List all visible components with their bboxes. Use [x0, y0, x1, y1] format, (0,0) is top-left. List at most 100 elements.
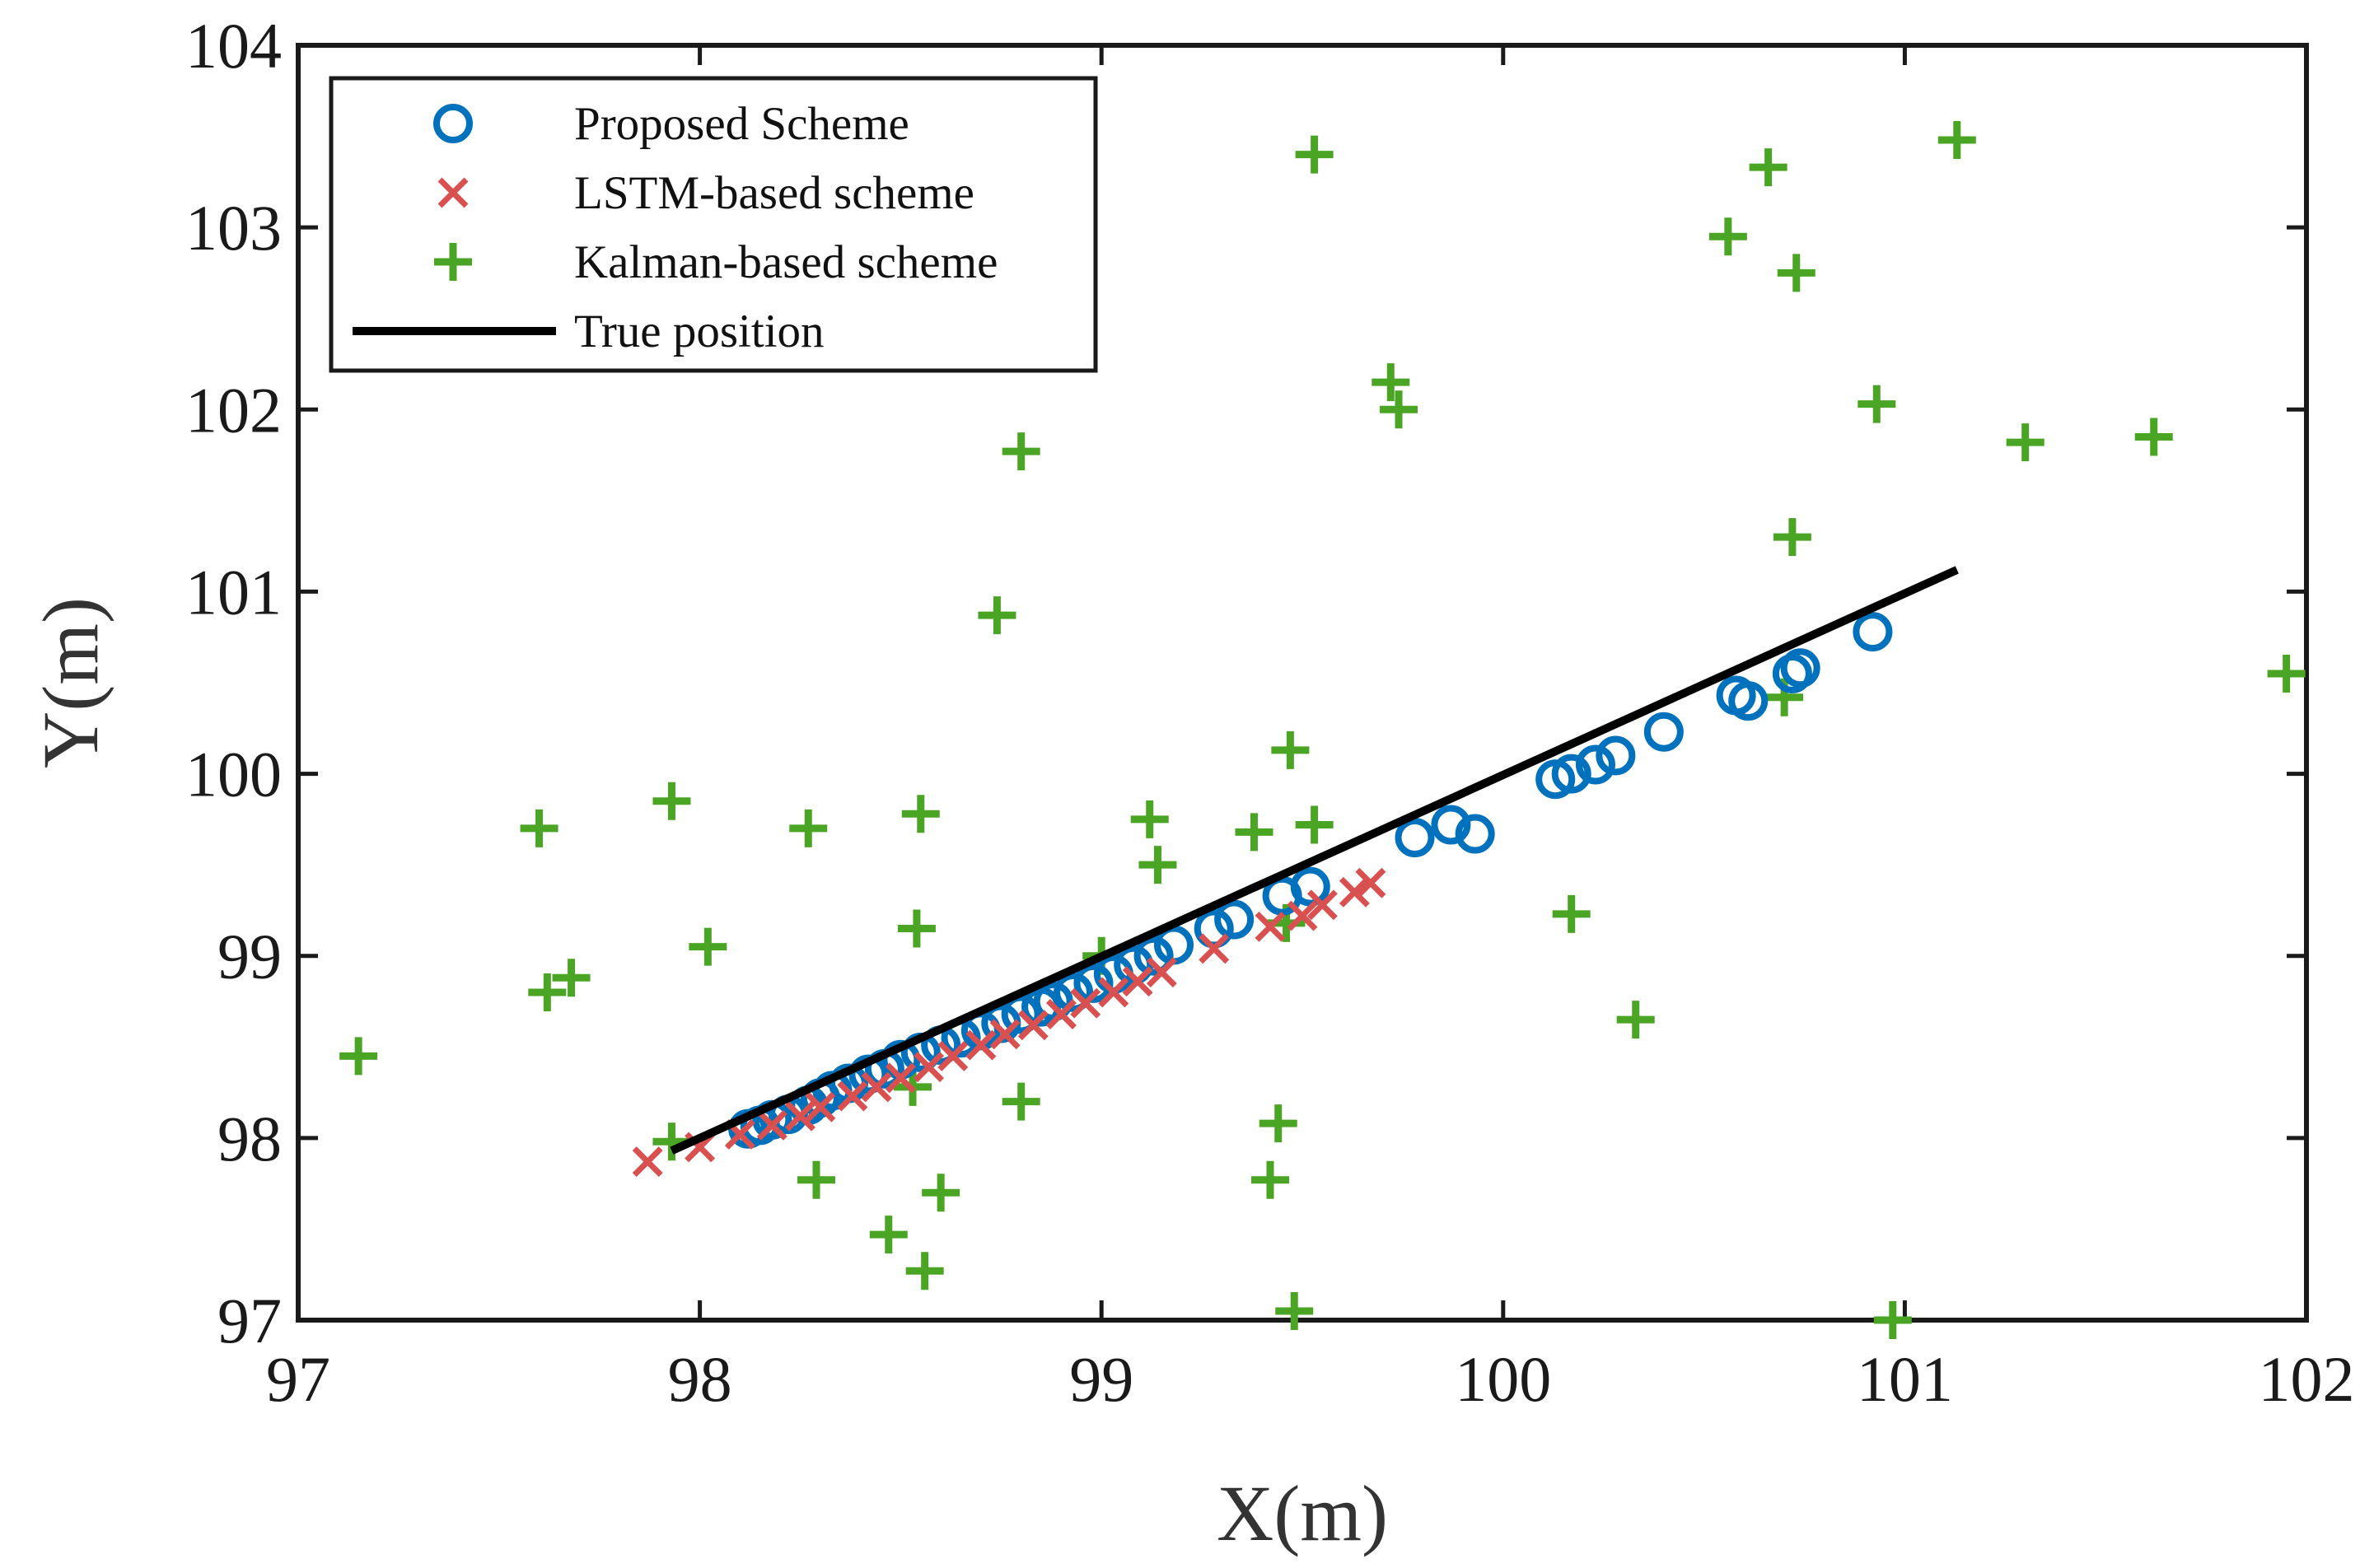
legend-item-kalman-based-scheme: Kalman-based scheme [434, 236, 998, 288]
y-tick-label: 101 [185, 556, 282, 628]
data-point [1728, 681, 1769, 721]
data-point [901, 795, 940, 833]
data-point [1054, 972, 1094, 1012]
data-point-stroke [805, 1091, 836, 1122]
data-point [1098, 977, 1129, 1008]
data-point [965, 1029, 997, 1061]
data-point-stroke [989, 1019, 1021, 1050]
data-point [1073, 963, 1114, 1003]
data-point [1199, 933, 1230, 964]
data-point [1306, 889, 1338, 921]
data-point [2267, 654, 2306, 693]
data-point [1235, 813, 1273, 852]
data-point [1133, 936, 1174, 976]
data-point [1250, 1160, 1289, 1199]
series-true-position [670, 566, 1959, 1155]
data-point-stroke [1122, 966, 1153, 997]
data-point [1295, 135, 1334, 174]
data-point [1002, 1082, 1040, 1121]
data-point-stroke [914, 1052, 945, 1083]
data-point [652, 782, 691, 820]
data-point [1708, 217, 1747, 256]
data-point-stroke [785, 1100, 815, 1132]
data-point [1214, 899, 1255, 940]
data-point [2134, 418, 2173, 456]
data-point-stroke [1339, 876, 1370, 908]
data-point [1339, 876, 1370, 908]
legend-symbol [434, 243, 472, 281]
y-axis-label: Y(m) [26, 597, 114, 768]
x-tick-label: 98 [668, 1343, 732, 1415]
x-tick-label: 99 [1069, 1343, 1133, 1415]
data-point-stroke [937, 1040, 969, 1071]
data-point [1552, 894, 1591, 933]
data-point-stroke [1287, 900, 1318, 931]
data-point [339, 1037, 378, 1076]
data-point [1287, 900, 1318, 931]
data-point-stroke [1146, 957, 1177, 988]
x-tick-label: 97 [266, 1343, 330, 1415]
data-point-stroke [1199, 933, 1230, 964]
data-point [1858, 385, 1896, 423]
data-point [1873, 1301, 1912, 1339]
data-point [1596, 735, 1636, 776]
data-point-stroke [756, 1109, 787, 1141]
data-point [1122, 966, 1153, 997]
data-point-stroke [1045, 999, 1077, 1029]
data-point [1001, 994, 1041, 1034]
data-point [797, 1160, 836, 1199]
y-tick-label: 102 [185, 374, 282, 446]
data-point-stroke [724, 1118, 755, 1150]
data-point-stroke [965, 1029, 997, 1061]
x-axis-label: X(m) [1217, 1469, 1388, 1557]
data-point [1295, 805, 1334, 844]
y-tick-label: 99 [217, 921, 282, 992]
legend-item-true-position: True position [353, 306, 825, 357]
plot-content [339, 120, 2306, 1339]
data-point [789, 809, 828, 847]
data-point [1017, 1010, 1049, 1041]
data-point [1033, 982, 1073, 1021]
data-point-stroke [1070, 987, 1101, 1019]
data-point [552, 959, 591, 997]
data-point [922, 1174, 960, 1212]
data-point [632, 1146, 663, 1178]
data-point [989, 1019, 1021, 1050]
data-point [1380, 390, 1418, 429]
data-point [1853, 612, 1893, 652]
data-point [756, 1109, 787, 1141]
data-point [1575, 744, 1615, 785]
data-point [1643, 712, 1684, 752]
data-point [1138, 846, 1177, 884]
data-point [1777, 254, 1816, 292]
data-point [1045, 999, 1077, 1029]
legend-item-lstm-based-scheme: LSTM-based scheme [437, 167, 974, 219]
x-tick-label: 102 [2259, 1343, 2355, 1415]
x-tick-label: 101 [1857, 1343, 1953, 1415]
legend-box [329, 76, 1098, 373]
legend-label: Proposed Scheme [574, 98, 909, 150]
data-point [1355, 867, 1386, 898]
legend-label: Kalman-based scheme [574, 236, 998, 288]
data-point [805, 1091, 836, 1122]
data-point [1259, 1104, 1297, 1143]
legend-label: LSTM-based scheme [574, 167, 974, 219]
legend-symbol [433, 104, 473, 143]
x-tick-label: 100 [1455, 1343, 1551, 1415]
data-point [1002, 432, 1040, 471]
data-point [1290, 866, 1330, 907]
legend: Proposed Scheme LSTM-based scheme Kalman-b… [329, 76, 1098, 373]
data-point [1395, 817, 1435, 857]
data-point-stroke [837, 1080, 868, 1112]
data-point-stroke [861, 1071, 892, 1103]
data-point [2006, 423, 2045, 462]
data-point [785, 1100, 815, 1132]
data-point [1455, 814, 1495, 854]
data-point-stroke [1355, 867, 1386, 898]
data-point [1773, 518, 1811, 557]
data-point-stroke [885, 1062, 916, 1094]
y-tick-label: 104 [185, 10, 282, 82]
data-point [1749, 148, 1788, 187]
data-point [1070, 987, 1101, 1019]
